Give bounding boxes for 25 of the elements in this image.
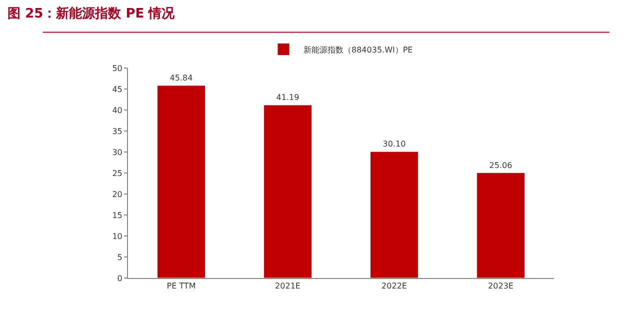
text: 45.84 [170,73,193,82]
y-tick-label: 0 [117,274,122,283]
x-tick-label: 2022E [382,282,407,291]
x-tick-label: 2021E [275,282,300,291]
y-tick-label: 50 [112,64,122,73]
y-tick-label: 35 [112,126,122,136]
text: 25.06 [489,160,512,170]
bar [157,85,206,278]
bar [370,151,418,278]
legend-label: 新能源指数（884035.WI）PE [304,45,413,54]
y-tick-label: 25 [112,168,122,178]
text: 30.10 [382,140,406,149]
y-tick-label: 15 [112,210,122,220]
chart-title: 图 25：新能源指数 PE 情况 [8,5,176,22]
text: 41.19 [276,93,300,102]
y-tick-label: 40 [112,106,122,115]
bar [476,172,525,278]
bar [264,104,312,278]
y-tick-label: 45 [112,84,122,94]
x-tick-label: PE TTM [166,282,196,291]
y-tick-label: 5 [117,252,122,262]
y-tick-label: 30 [112,148,122,157]
y-tick-label: 10 [112,232,122,241]
y-tick-label: 20 [112,190,122,199]
x-tick-label: 2023E [488,282,514,291]
